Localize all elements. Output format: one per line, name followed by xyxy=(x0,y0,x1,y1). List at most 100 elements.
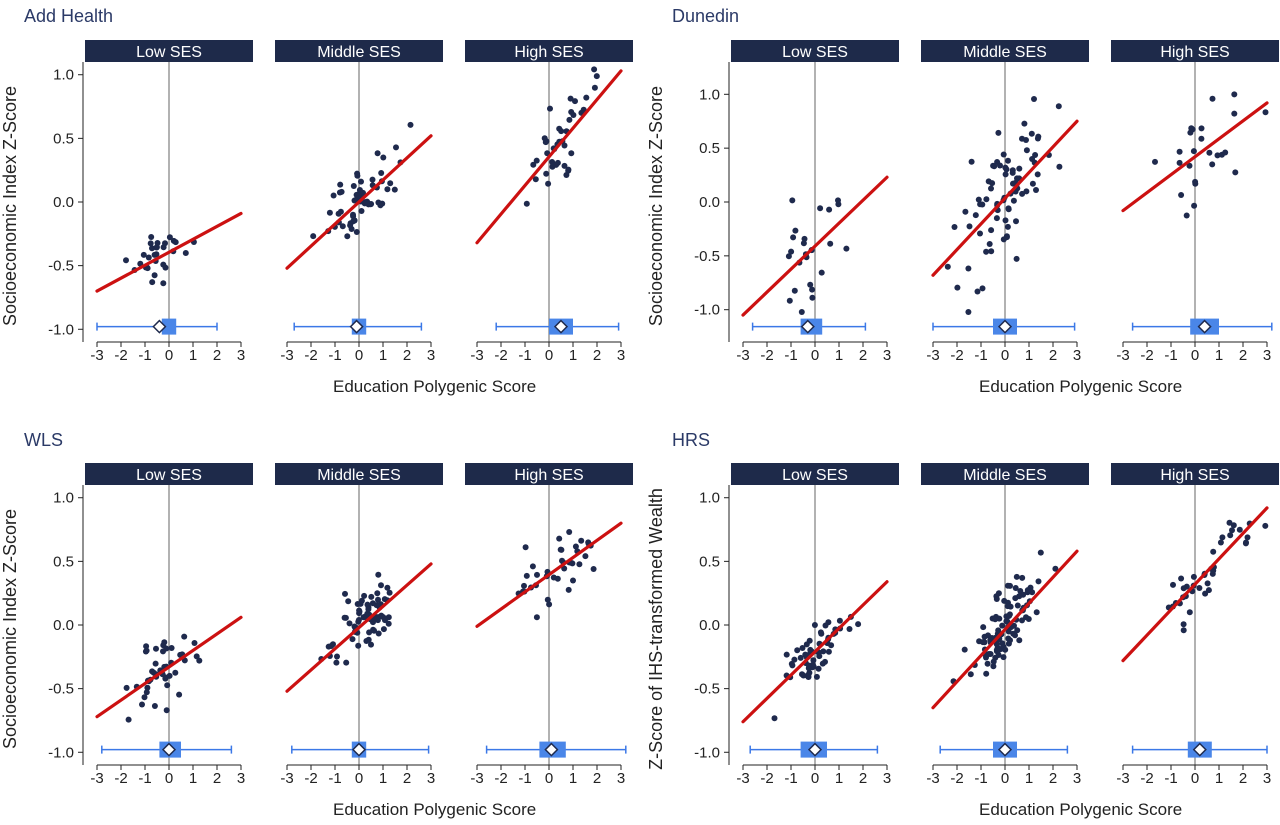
data-point xyxy=(172,669,179,676)
data-point xyxy=(1012,595,1019,602)
data-point xyxy=(1236,526,1243,533)
data-point xyxy=(1004,223,1011,230)
y-tick-label: -0.5 xyxy=(48,258,74,275)
x-tick-label: -1 xyxy=(138,347,151,364)
data-point xyxy=(591,84,598,91)
data-point xyxy=(1178,575,1185,582)
facet-low-ses: Low SES -3 -2 -1 0 1 2 3 xyxy=(731,40,899,364)
data-point xyxy=(375,630,382,637)
data-point xyxy=(568,150,575,157)
data-point xyxy=(365,606,372,613)
data-point xyxy=(368,593,375,600)
data-point xyxy=(826,206,833,213)
data-point xyxy=(578,537,585,544)
boxplot-mean-marker xyxy=(544,742,559,757)
data-point xyxy=(1206,149,1213,156)
y-tick-label: 1.0 xyxy=(53,490,74,507)
data-point xyxy=(144,684,151,691)
data-point xyxy=(1033,609,1040,616)
data-point xyxy=(182,250,189,256)
data-point xyxy=(965,265,972,272)
data-point xyxy=(521,582,527,589)
data-point xyxy=(1170,581,1176,588)
data-point xyxy=(345,598,352,605)
facet-strip-label: Low SES xyxy=(782,467,848,484)
data-point xyxy=(1029,180,1036,187)
data-point xyxy=(803,641,810,648)
data-point xyxy=(993,648,1000,655)
data-point xyxy=(356,187,363,193)
data-point xyxy=(356,607,363,614)
data-point xyxy=(1230,522,1237,529)
data-point xyxy=(817,205,824,212)
data-point xyxy=(966,223,973,230)
facet-low-ses: Low SES -3 -2 -1 0 1 2 3 xyxy=(731,463,899,787)
data-point xyxy=(176,691,183,698)
boxplot-mean-marker xyxy=(349,319,364,334)
data-point xyxy=(1214,152,1221,159)
x-tick-label: -1 xyxy=(784,770,797,787)
data-point xyxy=(807,646,814,653)
data-point xyxy=(522,544,529,551)
data-point xyxy=(149,245,155,252)
facet-strip xyxy=(1111,463,1279,485)
x-tick-label: -3 xyxy=(470,770,483,787)
x-tick-label: 1 xyxy=(379,770,387,787)
data-point xyxy=(1055,103,1062,110)
data-point xyxy=(791,287,798,294)
data-point xyxy=(819,660,826,667)
x-tick-label: -2 xyxy=(950,770,963,787)
data-point xyxy=(1196,585,1203,591)
data-point xyxy=(786,297,793,304)
x-tick-label: -2 xyxy=(760,770,773,787)
data-point xyxy=(993,596,1000,602)
data-point xyxy=(385,620,392,627)
data-point xyxy=(805,674,812,680)
x-tick-label: -3 xyxy=(1116,347,1129,364)
data-point xyxy=(361,592,368,599)
x-tick-label: 1 xyxy=(1025,770,1033,787)
boxplot-mean-marker xyxy=(997,742,1013,757)
y-tick-label: 0.0 xyxy=(699,194,720,211)
data-point xyxy=(1152,158,1158,165)
data-point xyxy=(995,627,1002,634)
facet-middle-ses: Middle SES -3 -2 -1 0 1 2 3 xyxy=(275,463,443,787)
data-point xyxy=(990,658,997,665)
facet-high-ses: High SES -3 -2 -1 0 1 2 3 xyxy=(465,40,633,364)
panel-title: WLS xyxy=(24,430,63,450)
data-point xyxy=(1056,163,1063,170)
x-tick-label: 1 xyxy=(1215,347,1223,364)
data-point xyxy=(1005,635,1012,642)
data-point xyxy=(563,172,570,178)
data-point xyxy=(1190,573,1197,580)
data-point xyxy=(558,128,565,135)
data-point xyxy=(1021,120,1028,127)
data-point xyxy=(990,663,997,670)
x-tick-label: 1 xyxy=(1025,347,1033,364)
facet-strip-label: Low SES xyxy=(136,44,202,61)
data-point xyxy=(163,707,170,714)
data-point xyxy=(961,646,968,653)
data-point xyxy=(546,601,553,608)
x-tick-label: -2 xyxy=(494,770,507,787)
y-tick-label: -1.0 xyxy=(694,744,720,761)
x-tick-label: 3 xyxy=(617,770,625,787)
data-point xyxy=(810,657,817,664)
regression-fit-line xyxy=(1121,506,1269,663)
facet-strip xyxy=(275,463,443,485)
data-point xyxy=(330,641,336,648)
data-point xyxy=(1019,135,1025,142)
data-point xyxy=(827,240,834,247)
data-point xyxy=(380,154,387,161)
boxplot-box xyxy=(161,318,177,335)
data-point xyxy=(1003,233,1010,240)
data-point xyxy=(380,626,387,633)
data-point xyxy=(1028,130,1035,137)
data-point xyxy=(1023,614,1029,621)
data-point xyxy=(168,645,175,651)
data-point xyxy=(572,543,579,550)
y-axis-label: Z-Score of IHS-transformed Wealth xyxy=(646,488,666,770)
data-point xyxy=(346,620,353,627)
x-tick-label: 0 xyxy=(165,770,173,787)
x-axis-label: Education Polygenic Score xyxy=(333,800,536,819)
